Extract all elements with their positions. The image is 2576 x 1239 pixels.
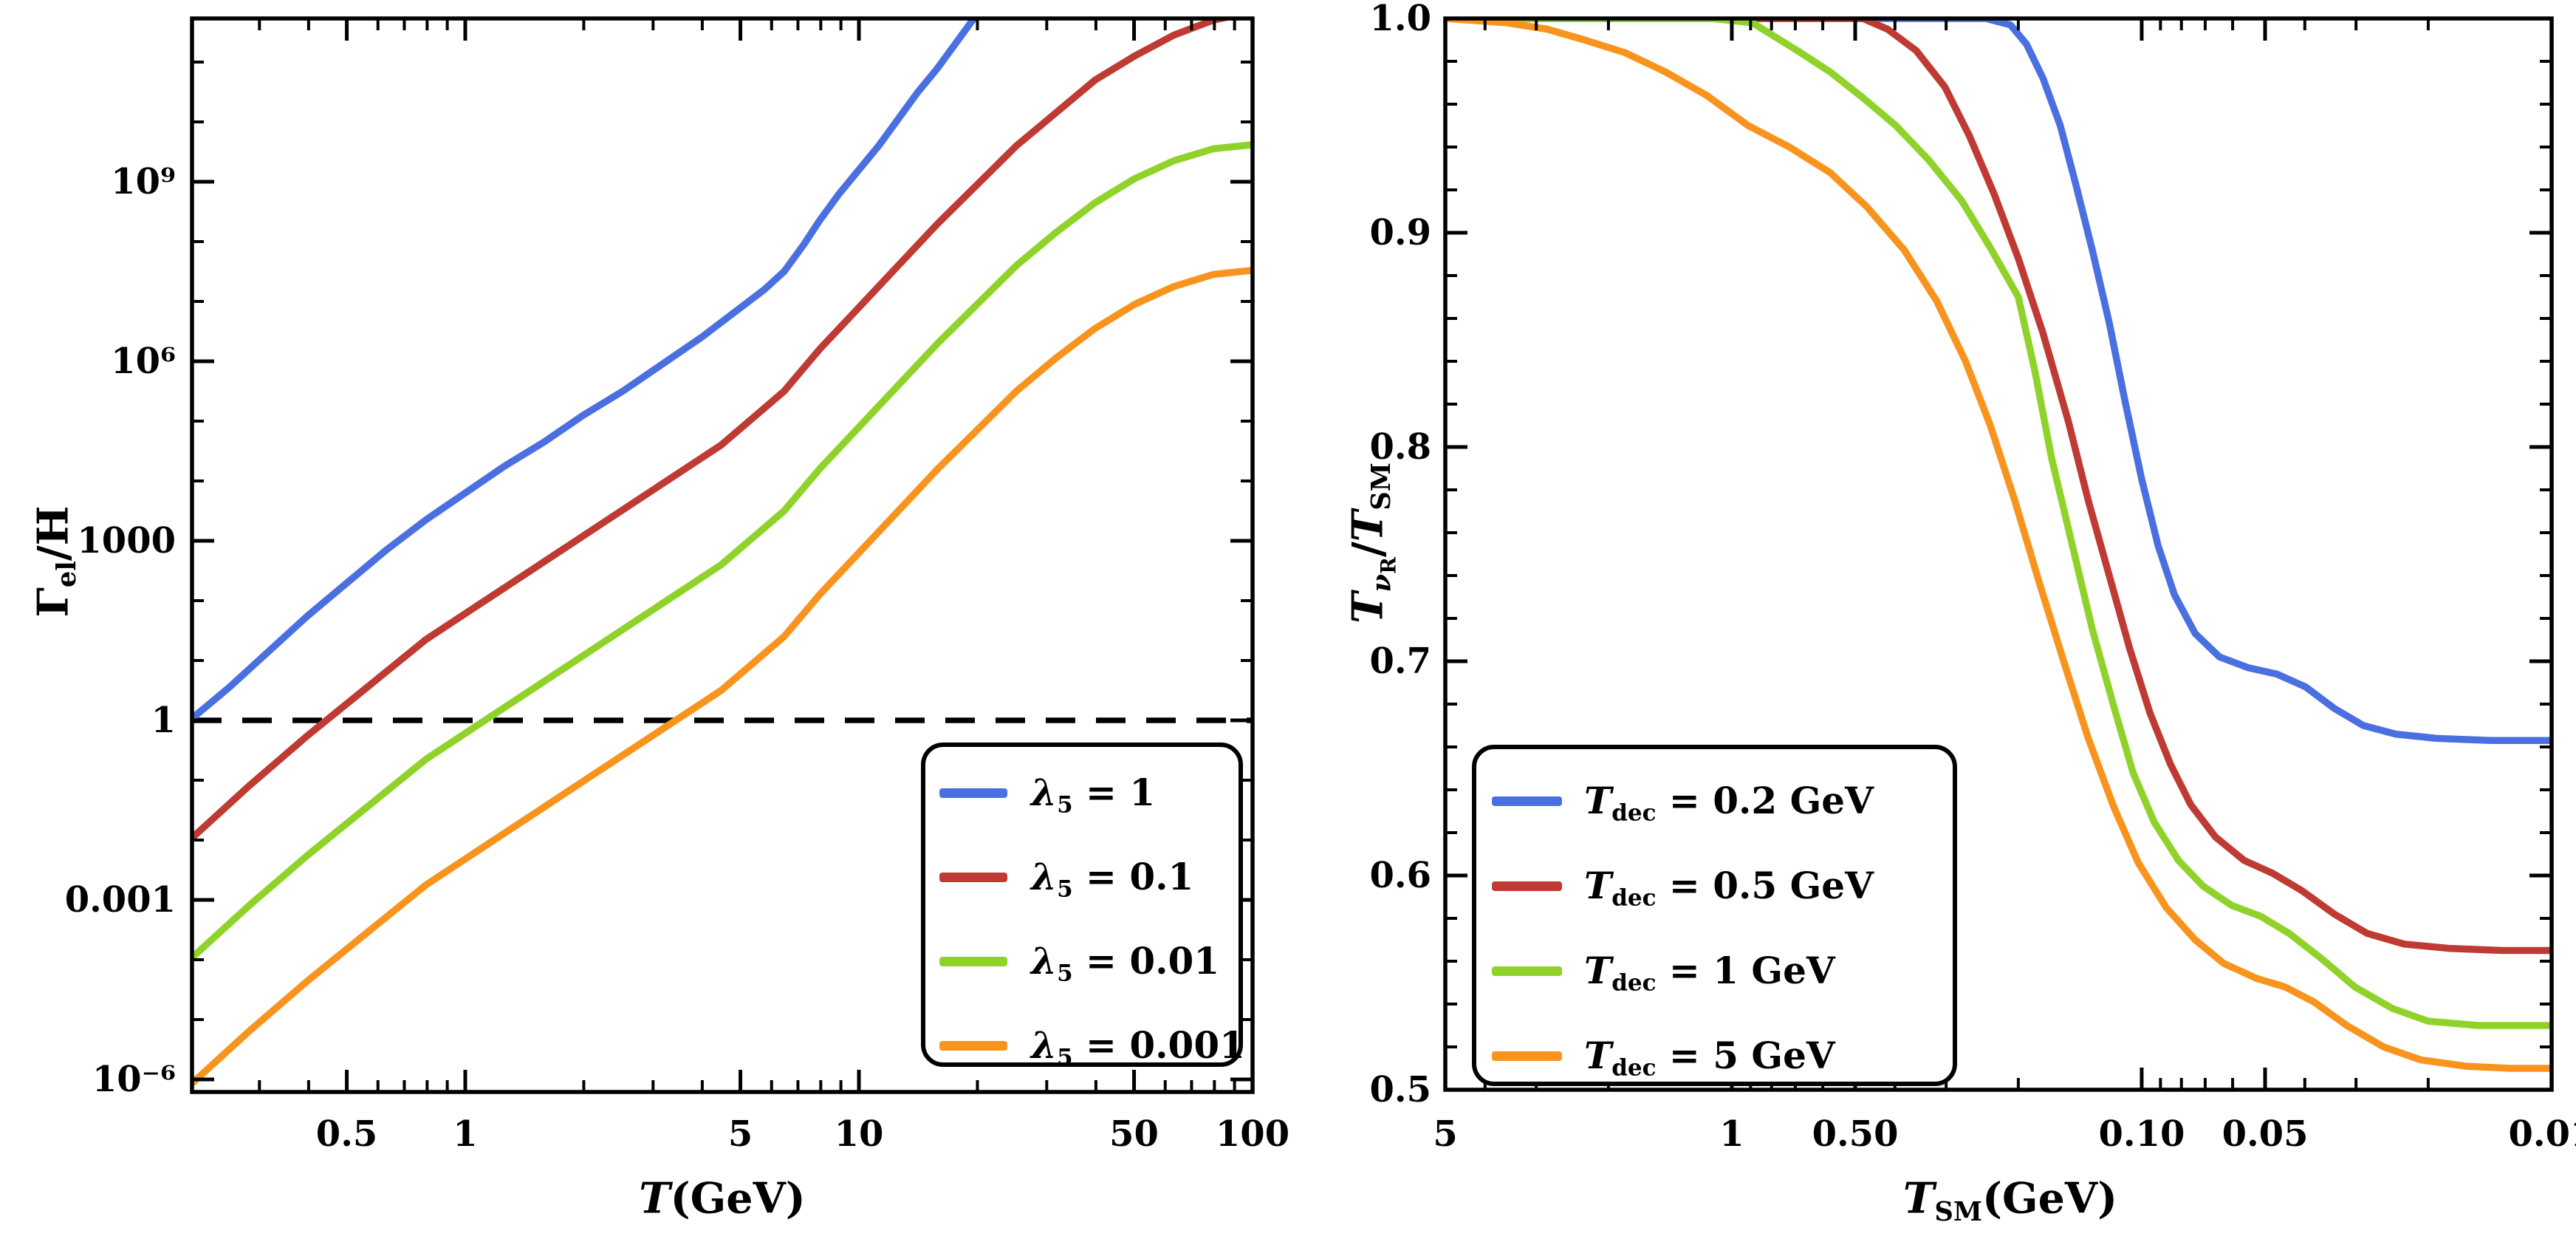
left-x-tick-label: 5 bbox=[727, 1113, 753, 1155]
legend-swatch-orange bbox=[1492, 1051, 1562, 1061]
right-x-tick-label: 1 bbox=[1719, 1113, 1744, 1155]
curve-Tdec-1-GeV bbox=[1445, 18, 2552, 1029]
right-y-axis-title: TνR/TSM bbox=[1343, 463, 1400, 624]
legend-swatch-green bbox=[1492, 966, 1562, 976]
left-y-tick-label: 1000 bbox=[77, 520, 176, 562]
left-x-tick-label: 0.5 bbox=[315, 1113, 378, 1155]
legend-item: λ5 = 0.01 bbox=[925, 938, 1219, 985]
left-y-tick-label: 10⁹ bbox=[111, 161, 176, 202]
left-x-tick-label: 100 bbox=[1215, 1113, 1290, 1155]
legend-label: Tdec = 5 GeV bbox=[1584, 1034, 1835, 1082]
right-y-tick-label: 0.7 bbox=[1369, 641, 1431, 682]
legend-item: λ5 = 0.001 bbox=[925, 1022, 1245, 1069]
right-x-tick-label: 0.50 bbox=[1812, 1113, 1899, 1155]
left-x-tick-label: 1 bbox=[453, 1113, 478, 1155]
left-plot-frame bbox=[190, 16, 1255, 1094]
right-y-axis-title-sub1-r: R bbox=[1376, 557, 1400, 574]
legend-swatch-green bbox=[939, 956, 1007, 966]
left-y-axis-title-symbol: Γ bbox=[28, 587, 78, 618]
left-y-axis-title-sub: el bbox=[52, 561, 83, 588]
right-x-tick-label: 0.01 bbox=[2508, 1113, 2576, 1155]
right-x-axis-title-sub: SM bbox=[1934, 1197, 1982, 1228]
right-y-tick-label: 0.8 bbox=[1369, 426, 1431, 468]
right-y-axis-title-sub1-nu: ν bbox=[1366, 573, 1397, 593]
legend-label: λ5 = 0.01 bbox=[1031, 939, 1220, 987]
right-x-axis-title-rest: (GeV) bbox=[1981, 1173, 2118, 1223]
right-y-axis-title-slash: / bbox=[1343, 542, 1393, 558]
left-y-axis-title: Γel/H bbox=[28, 505, 83, 618]
left-y-tick-label: 0.001 bbox=[64, 879, 176, 921]
curve--5-1 bbox=[192, 18, 979, 723]
legend-item: λ5 = 1 bbox=[925, 769, 1155, 816]
legend-label: Tdec = 1 GeV bbox=[1584, 949, 1835, 997]
right-x-tick-label: 5 bbox=[1433, 1113, 1458, 1155]
right-plot-legend: Tdec = 0.2 GeV Tdec = 0.5 GeV Tdec = 1 GeV… bbox=[1472, 745, 1957, 1086]
curve--5-0.01 bbox=[192, 141, 1253, 963]
left-y-tick-label: 10⁶ bbox=[111, 341, 176, 382]
left-x-axis-title: T(GeV) bbox=[639, 1178, 806, 1220]
legend-label: λ5 = 0.001 bbox=[1031, 1023, 1245, 1071]
curve-Tdec-0.5-GeV bbox=[1445, 18, 2552, 955]
legend-item: Tdec = 1 GeV bbox=[1476, 947, 1835, 994]
curve-Tdec-0.2-GeV bbox=[1445, 18, 2552, 745]
right-y-tick-label: 0.6 bbox=[1369, 855, 1431, 896]
legend-swatch-red bbox=[1492, 881, 1562, 891]
right-plot-frame bbox=[1443, 16, 2554, 1092]
left-x-tick-label: 10 bbox=[834, 1113, 884, 1155]
legend-label: Tdec = 0.5 GeV bbox=[1584, 864, 1874, 912]
legend-label: λ5 = 1 bbox=[1031, 771, 1156, 819]
legend-label: Tdec = 0.2 GeV bbox=[1584, 779, 1874, 827]
right-x-tick-label: 0.05 bbox=[2222, 1113, 2309, 1155]
right-x-axis-title: TSM(GeV) bbox=[1903, 1178, 2117, 1226]
right-y-axis-title-symbol1: T bbox=[1343, 592, 1393, 624]
legend-swatch-blue bbox=[1492, 796, 1562, 806]
left-y-axis-title-rest: /H bbox=[28, 505, 78, 562]
right-y-axis-title-symbol2: T bbox=[1343, 510, 1393, 542]
right-x-axis-title-symbol: T bbox=[1902, 1173, 1935, 1223]
left-y-tick-label: 1 bbox=[151, 700, 176, 741]
legend-item: λ5 = 0.1 bbox=[925, 853, 1193, 901]
left-x-axis-title-rest: (GeV) bbox=[670, 1173, 806, 1223]
left-plot-legend: λ5 = 1 λ5 = 0.1 λ5 = 0.01 λ5 = 0.001 bbox=[921, 743, 1245, 1069]
legend-item: Tdec = 0.2 GeV bbox=[1476, 777, 1874, 825]
right-y-axis-title-sub2: SM bbox=[1366, 463, 1397, 511]
legend-swatch-red bbox=[939, 872, 1007, 882]
curve--5-0.001 bbox=[192, 267, 1253, 1088]
left-x-axis-title-symbol: T bbox=[639, 1173, 671, 1223]
legend-item: Tdec = 0.5 GeV bbox=[1476, 862, 1874, 909]
right-y-tick-label: 1.0 bbox=[1369, 0, 1431, 39]
right-y-axis-title-sub1: νR bbox=[1366, 557, 1400, 593]
right-y-tick-label: 0.9 bbox=[1369, 212, 1431, 253]
legend-label: λ5 = 0.1 bbox=[1031, 855, 1194, 903]
left-y-tick-label: 10⁻⁶ bbox=[92, 1059, 176, 1100]
legend-swatch-blue bbox=[939, 788, 1007, 798]
curve--5-0.1 bbox=[192, 18, 1238, 843]
right-y-tick-label: 0.5 bbox=[1369, 1069, 1431, 1110]
curve-Tdec-5-GeV bbox=[1445, 18, 2552, 1072]
right-x-tick-label: 0.10 bbox=[2098, 1113, 2185, 1155]
legend-item: Tdec = 5 GeV bbox=[1476, 1032, 1835, 1079]
left-x-tick-label: 50 bbox=[1109, 1113, 1159, 1155]
legend-swatch-orange bbox=[939, 1040, 1007, 1051]
